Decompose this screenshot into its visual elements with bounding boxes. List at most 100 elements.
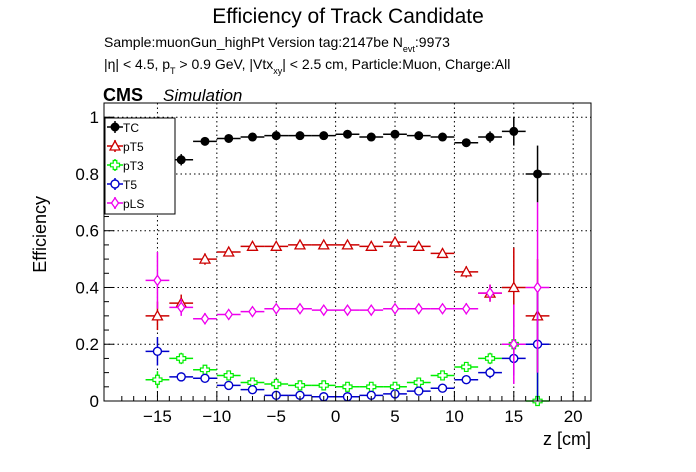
legend-marker: [110, 122, 120, 132]
data-point: [264, 378, 289, 390]
point-marker: [484, 353, 496, 364]
cuts-info-part-1: |η| < 4.5, p: [104, 56, 170, 72]
point-marker: [318, 380, 329, 391]
point-marker: [295, 131, 305, 141]
cuts-info-sub-1: T: [170, 66, 176, 76]
data-point: [216, 380, 241, 391]
data-point: [454, 138, 479, 148]
point-marker: [222, 245, 235, 257]
point-marker: [293, 238, 307, 250]
point-marker: [437, 383, 448, 393]
y-tick-label: 0.8: [75, 165, 99, 184]
data-point: [454, 265, 479, 278]
point-marker: [390, 302, 400, 315]
legend-box: [104, 117, 176, 215]
grid: [104, 103, 591, 402]
x-tick-label: 5: [390, 407, 399, 426]
point-marker: [151, 309, 164, 321]
point-marker: [507, 281, 520, 293]
data-point: [193, 373, 217, 383]
series-tc: [169, 117, 550, 203]
point-marker: [509, 126, 519, 136]
data-point: [311, 304, 336, 317]
point-marker: [200, 312, 210, 325]
data-point: [335, 238, 360, 250]
point-marker: [366, 381, 377, 392]
y-tick-label: 0.6: [75, 222, 99, 241]
data-point: [193, 312, 217, 325]
cuts-info-part-2: > 0.9 GeV, |Vtx: [176, 56, 274, 72]
point-marker: [224, 380, 234, 391]
data-point: [311, 380, 336, 391]
data-point: [335, 381, 360, 392]
point-marker: [438, 132, 448, 142]
x-tick-label: 10: [445, 407, 464, 426]
data-point: [525, 202, 550, 373]
data-point: [430, 132, 455, 142]
legend-label: pT3: [123, 159, 144, 173]
data-point: [454, 375, 479, 385]
data-point: [359, 381, 384, 392]
y-axis-label: Efficiency: [30, 196, 50, 273]
point-marker: [341, 238, 354, 250]
x-tick-label: −15: [143, 407, 172, 426]
point-marker: [224, 308, 234, 321]
data-point: [288, 238, 312, 250]
data-point: [359, 132, 384, 142]
point-marker: [461, 138, 471, 148]
point-marker: [436, 247, 449, 259]
point-marker: [366, 132, 376, 142]
data-point: [240, 239, 265, 251]
data-point: [264, 239, 289, 251]
point-marker: [176, 372, 186, 382]
sample-info-line: Sample:muonGun_highPt Version tag:2147be…: [104, 34, 450, 54]
point-marker: [485, 367, 495, 378]
point-marker: [437, 370, 448, 381]
point-marker: [295, 302, 305, 315]
legend-entry-t5: T5: [107, 178, 137, 192]
point-marker: [438, 302, 447, 315]
data-point: [169, 352, 194, 365]
legend-marker: [110, 179, 120, 189]
legend-entry-pt3: pT3: [107, 159, 144, 173]
point-marker: [366, 304, 376, 317]
data-point: [264, 131, 289, 141]
chart-title: Efficiency of Track Candidate: [212, 5, 484, 28]
cuts-info-sub-2: xy: [273, 66, 283, 76]
point-marker: [533, 281, 542, 294]
point-marker: [247, 384, 258, 395]
point-marker: [319, 131, 329, 141]
point-marker: [176, 353, 187, 364]
legend-entry-pls: pLS: [107, 196, 144, 211]
legend-label: pT5: [123, 140, 144, 154]
point-marker: [223, 370, 234, 381]
data-point: [169, 372, 194, 382]
point-marker: [317, 238, 330, 250]
data-point: [478, 352, 502, 365]
data-point: [216, 245, 241, 257]
series-pls: [145, 202, 550, 384]
point-marker: [270, 239, 283, 251]
point-marker: [413, 377, 424, 388]
data-point: [145, 371, 170, 389]
data-point: [311, 238, 336, 250]
legend-entry-tc: TC: [107, 121, 139, 135]
sample-info-prefix: Sample:muonGun_highPt Version tag:2147be…: [104, 34, 403, 50]
point-marker: [461, 361, 472, 373]
data-point: [288, 380, 312, 391]
data-point: [216, 370, 241, 381]
x-axis-label: z [cm]: [543, 429, 591, 449]
point-marker: [343, 304, 352, 317]
point-marker: [461, 375, 471, 385]
data-point: [406, 239, 431, 251]
point-marker: [485, 132, 495, 142]
sample-info-subscript: evt: [403, 44, 416, 54]
data-point: [288, 302, 312, 315]
data-point: [169, 298, 194, 316]
y-tick-label: 1: [90, 108, 99, 127]
point-marker: [509, 338, 519, 351]
x-tick-label: 15: [504, 407, 523, 426]
data-point: [335, 129, 360, 139]
data-point: [430, 370, 455, 381]
legend-marker: [108, 139, 122, 151]
